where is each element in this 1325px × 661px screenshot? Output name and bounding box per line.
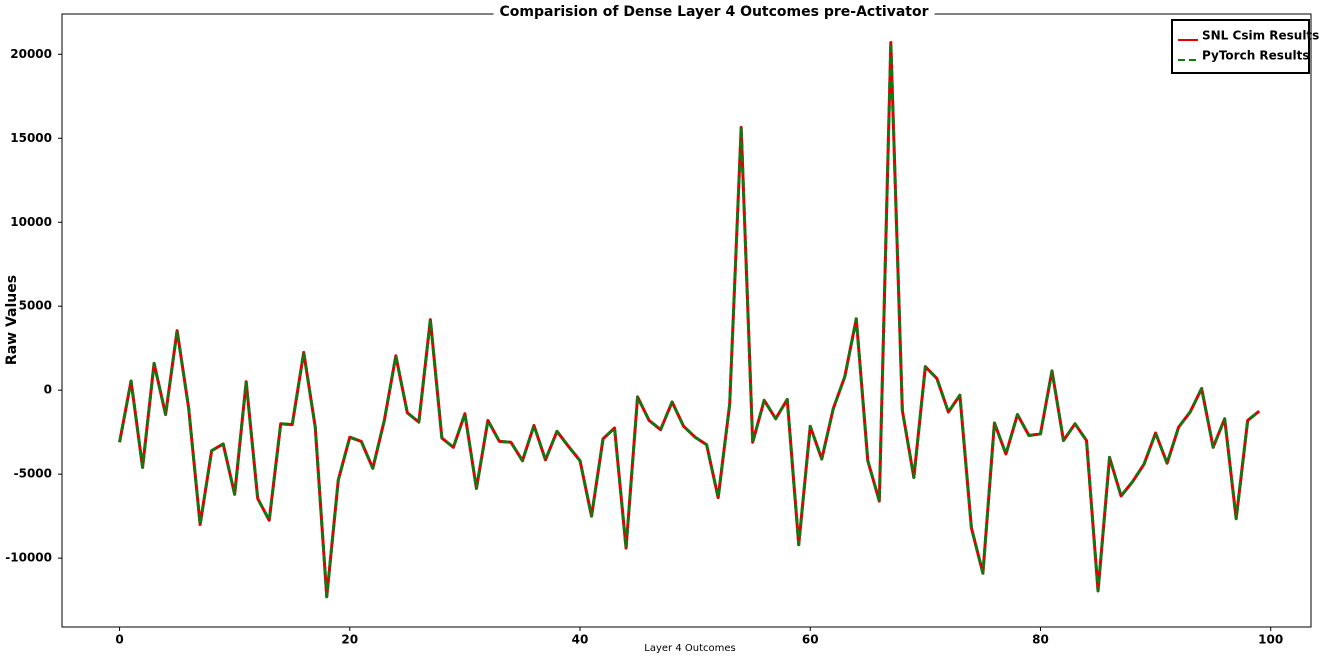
legend-label: SNL Csim Results <box>1202 29 1319 43</box>
y-tick-label: -10000 <box>5 551 52 565</box>
series-line <box>118 41 1261 599</box>
y-tick-label: 10000 <box>10 215 52 229</box>
x-tick-label: 20 <box>341 633 358 647</box>
x-tick-label: 40 <box>572 633 589 647</box>
legend: SNL Csim Results PyTorch Results <box>1171 19 1319 74</box>
x-tick-label: 100 <box>1258 633 1283 647</box>
title-group: Comparision of Dense Layer 4 Outcomes pr… <box>493 4 935 20</box>
y-axis-label: Raw Values <box>4 275 20 365</box>
legend-label: PyTorch Results <box>1202 49 1309 63</box>
x-axis-label: Layer 4 Outcomes <box>644 643 735 654</box>
y-tick-label: 5000 <box>19 299 52 313</box>
x-tick-label: 60 <box>802 633 819 647</box>
series-line <box>118 41 1261 599</box>
y-tick-label: 0 <box>44 383 52 397</box>
x-tick-label: 0 <box>115 633 123 647</box>
y-tick-label: 15000 <box>10 131 52 145</box>
y-tick-label: 20000 <box>10 47 52 61</box>
title-background <box>493 4 935 20</box>
y-tick-label: -5000 <box>14 467 52 481</box>
chart-title: Comparision of Dense Layer 4 Outcomes pr… <box>500 4 929 20</box>
legend-box <box>1171 19 1310 74</box>
plot-frame <box>61 13 1312 628</box>
x-tick-label: 80 <box>1032 633 1049 647</box>
